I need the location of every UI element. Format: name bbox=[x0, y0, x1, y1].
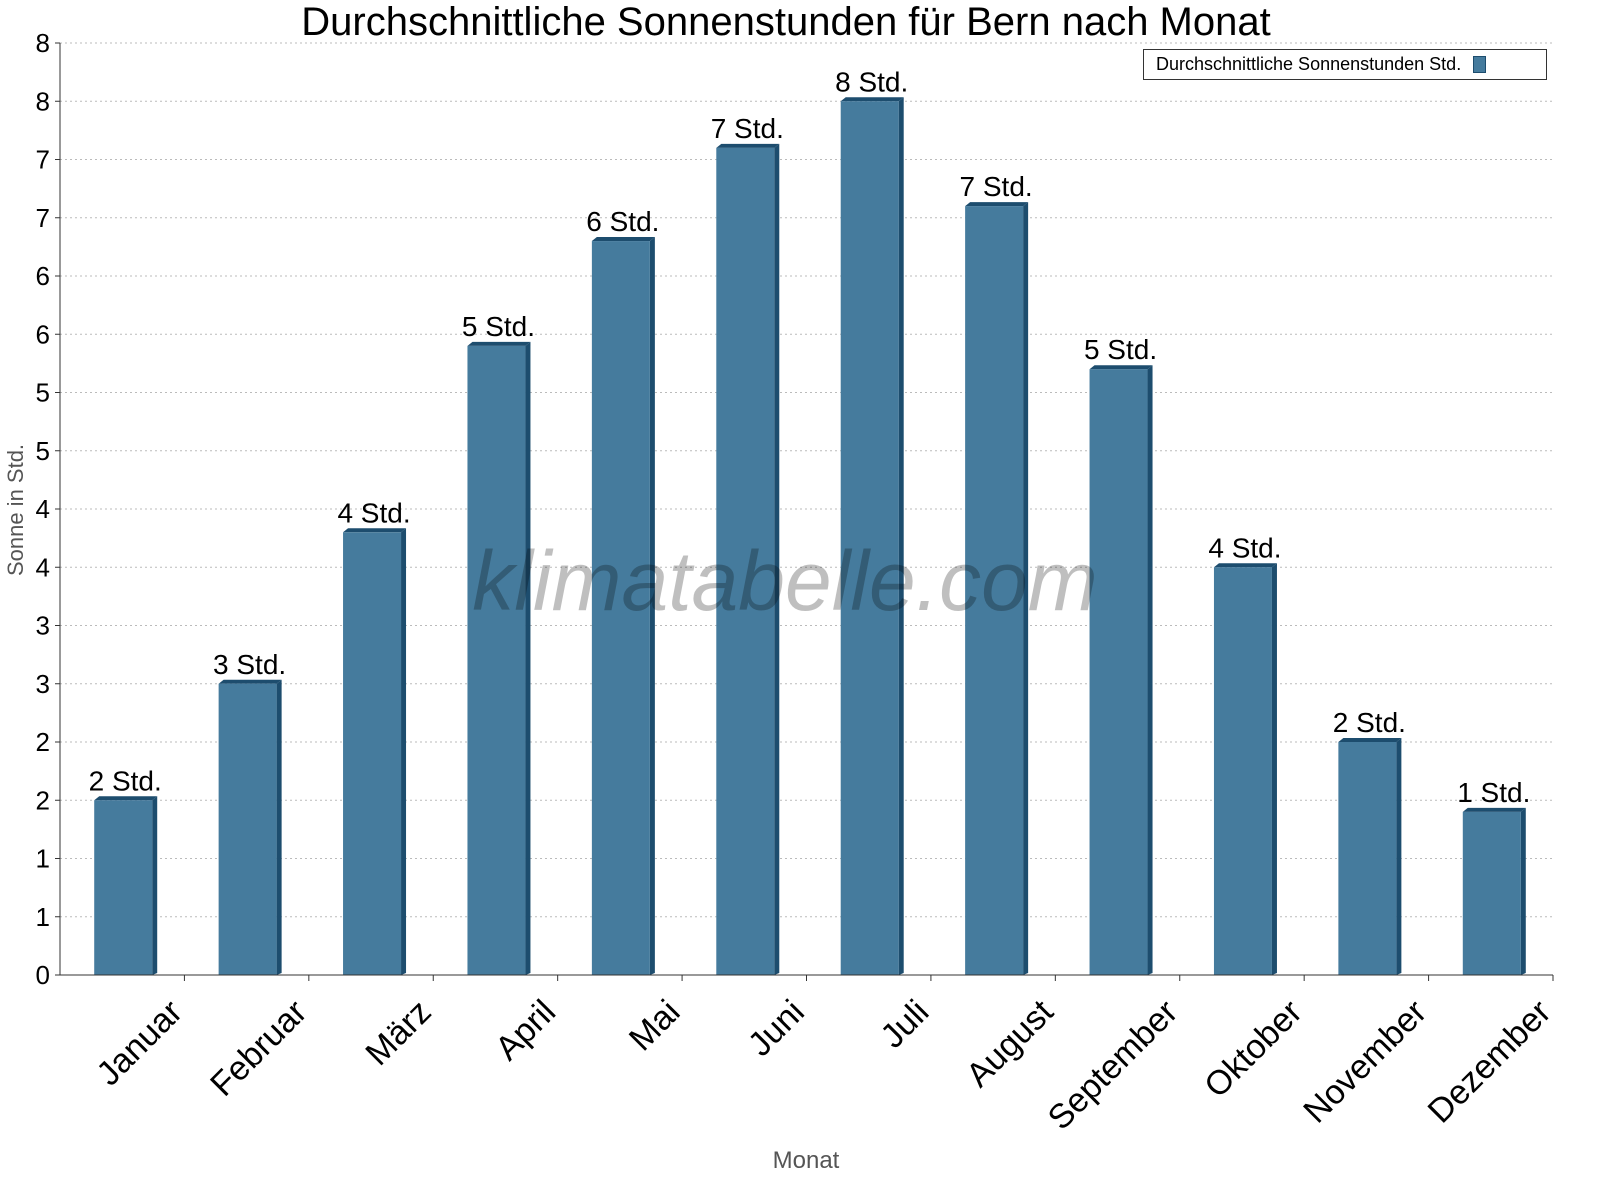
x-tick-label: Juni bbox=[741, 993, 812, 1064]
x-tick-label: Dezember bbox=[1421, 993, 1559, 1131]
data-label: 2 Std. bbox=[1333, 707, 1406, 738]
x-tick-label: Februar bbox=[203, 993, 314, 1104]
x-tick-label: November bbox=[1296, 993, 1434, 1131]
bar bbox=[591, 241, 650, 976]
bar-top bbox=[591, 237, 655, 242]
data-label: 3 Std. bbox=[213, 649, 286, 680]
bar bbox=[1462, 811, 1521, 975]
data-label: 5 Std. bbox=[1084, 334, 1157, 365]
data-label: 7 Std. bbox=[960, 171, 1033, 202]
bar-top bbox=[965, 202, 1029, 207]
y-tick-label: 4 bbox=[36, 552, 50, 582]
bar bbox=[218, 683, 277, 975]
bar-top bbox=[1462, 807, 1526, 812]
x-tick-label: Mai bbox=[622, 993, 688, 1059]
y-tick-label: 2 bbox=[36, 785, 50, 815]
bar-top bbox=[467, 341, 531, 346]
y-tick-label: 1 bbox=[36, 844, 50, 874]
y-tick-label: 2 bbox=[36, 727, 50, 757]
x-tick-label: März bbox=[358, 993, 438, 1073]
bar-top bbox=[343, 528, 407, 533]
x-tick-label: Juli bbox=[873, 993, 936, 1056]
bar-top bbox=[1338, 738, 1402, 742]
y-tick-label: 5 bbox=[36, 436, 50, 466]
data-label: 1 Std. bbox=[1457, 777, 1530, 808]
legend: Durchschnittliche Sonnenstunden Std. bbox=[1143, 49, 1547, 80]
bar-side bbox=[774, 143, 780, 976]
bar-top bbox=[716, 143, 780, 148]
bar bbox=[1089, 369, 1148, 975]
bar-top bbox=[94, 796, 158, 801]
x-tick-label: April bbox=[488, 993, 563, 1068]
data-label: 4 Std. bbox=[1208, 532, 1281, 563]
y-tick-label: 1 bbox=[36, 902, 50, 932]
y-tick-label: 6 bbox=[36, 261, 50, 291]
chart-title: Durchschnittliche Sonnenstunden für Bern… bbox=[301, 0, 1270, 44]
legend-label: Durchschnittliche Sonnenstunden Std. bbox=[1156, 54, 1462, 74]
bar bbox=[1338, 742, 1397, 975]
y-tick-label: 0 bbox=[36, 960, 50, 990]
bar-side bbox=[276, 679, 282, 975]
y-tick-label: 5 bbox=[36, 378, 50, 408]
data-label: 6 Std. bbox=[586, 206, 659, 237]
bar bbox=[716, 147, 775, 976]
bar-side bbox=[401, 528, 407, 975]
bar-top bbox=[1213, 563, 1277, 568]
data-label: 5 Std. bbox=[462, 311, 535, 342]
legend-swatch bbox=[1473, 56, 1487, 73]
data-label: 4 Std. bbox=[337, 497, 410, 528]
data-label: 8 Std. bbox=[835, 66, 908, 97]
bar-side bbox=[1023, 202, 1029, 976]
y-tick-label: 3 bbox=[36, 669, 50, 699]
y-axis-label: Sonne in Std. bbox=[3, 444, 28, 576]
x-tick-label: Januar bbox=[89, 993, 189, 1093]
bar bbox=[343, 532, 402, 975]
y-tick-label: 4 bbox=[36, 494, 50, 524]
bar bbox=[1213, 567, 1272, 975]
data-label: 7 Std. bbox=[711, 113, 784, 144]
x-tick-label: August bbox=[959, 992, 1061, 1094]
data-label: 2 Std. bbox=[89, 765, 162, 796]
bar-top bbox=[1089, 365, 1153, 370]
bar bbox=[94, 800, 153, 975]
bar-side bbox=[898, 97, 904, 975]
y-tick-label: 3 bbox=[36, 611, 50, 641]
y-tick-label: 7 bbox=[36, 145, 50, 175]
bar-side bbox=[1147, 365, 1153, 975]
bar-side bbox=[525, 341, 531, 975]
bar-side bbox=[152, 796, 158, 975]
y-tick-label: 8 bbox=[36, 28, 50, 58]
x-axis-label: Monat bbox=[773, 1147, 840, 1174]
watermark: klimatabelle.com bbox=[472, 534, 1098, 628]
bar bbox=[965, 206, 1024, 976]
bar-side bbox=[1520, 807, 1526, 975]
y-tick-label: 7 bbox=[36, 203, 50, 233]
bar bbox=[840, 101, 899, 975]
bar-side bbox=[649, 237, 655, 976]
bar-top bbox=[218, 679, 282, 684]
bar bbox=[467, 345, 526, 975]
x-tick-label: Oktober bbox=[1197, 993, 1309, 1105]
bar-side bbox=[1396, 738, 1402, 975]
y-tick-label: 6 bbox=[36, 319, 50, 349]
x-tick-label: September bbox=[1041, 993, 1185, 1137]
bar-side bbox=[1271, 563, 1277, 975]
bar-top bbox=[840, 97, 904, 102]
y-tick-label: 8 bbox=[36, 86, 50, 116]
